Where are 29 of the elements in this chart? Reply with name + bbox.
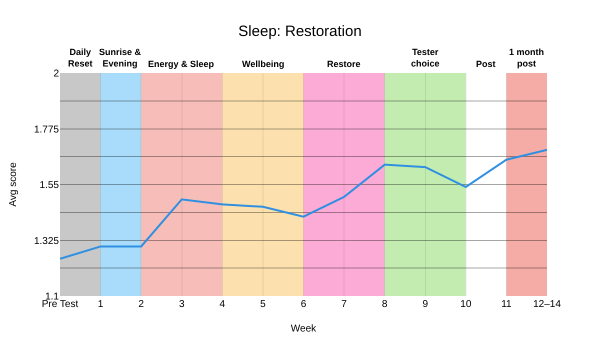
band-label: Wellbeing	[242, 59, 284, 69]
x-tick-label: 7	[341, 299, 348, 310]
x-tick-label: 4	[220, 299, 226, 310]
line-series	[60, 148, 547, 260]
x-tick-label: 1	[98, 299, 104, 310]
x-axis-title: Week	[290, 324, 318, 334]
band-label: Energy & Sleep	[148, 59, 215, 69]
band-label: Post	[476, 59, 496, 69]
y-tick-label: 1.775	[34, 124, 60, 136]
x-tick-label: Pre Test	[42, 299, 78, 310]
chart-title: Sleep: Restoration	[238, 23, 362, 40]
band-label: Restore	[327, 59, 361, 69]
x-tick-label: 3	[178, 299, 185, 310]
x-tick-label: 12–14	[533, 299, 562, 310]
band-label: Tester choice	[411, 47, 440, 69]
x-tick-label: 8	[382, 299, 388, 310]
x-tick-label: 10	[460, 299, 472, 310]
y-axis-title: Avg score	[8, 162, 19, 207]
band-label: 1 month post	[509, 47, 544, 69]
x-tick-label: 9	[422, 299, 428, 310]
band-label: Sunrise & Evening	[99, 47, 142, 69]
x-tick-label: 11	[501, 299, 512, 310]
x-tick-label: 2	[138, 299, 144, 310]
band-label: Daily Reset	[68, 47, 93, 69]
y-tick-label: 1.325	[34, 236, 60, 247]
y-tick-label: 2	[53, 68, 60, 80]
x-tick-label: 6	[300, 299, 307, 310]
x-tick-label: 5	[260, 299, 266, 310]
y-tick-label: 1.55	[40, 180, 60, 191]
